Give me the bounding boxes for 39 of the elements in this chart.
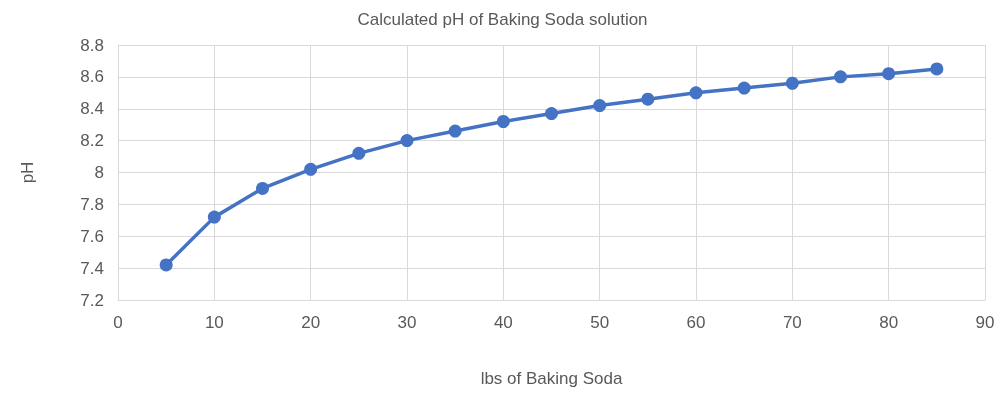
x-tick-label: 30 [397, 313, 417, 332]
point [689, 86, 703, 100]
y-tick-label: 8.4 [80, 99, 104, 119]
y-tick-label: 8.8 [80, 35, 104, 55]
y-tick-label: 8.6 [80, 67, 104, 87]
point [256, 181, 269, 195]
point [448, 124, 462, 138]
x-tick-label: 0 [113, 313, 123, 332]
point [400, 134, 414, 148]
point [737, 81, 751, 95]
point [352, 146, 366, 160]
point [593, 99, 607, 113]
x-axis-title: lbs of Baking Soda [480, 369, 623, 388]
point [930, 62, 944, 76]
y-tick-label: 7.4 [80, 258, 104, 278]
x-tick-label: 40 [493, 313, 513, 332]
y-tick-label: 7.8 [80, 194, 104, 214]
x-tick-label: 80 [879, 313, 899, 332]
y-tick-label: 8 [94, 163, 104, 182]
x-tick-label: 10 [204, 313, 224, 332]
x-tick-label: 20 [301, 313, 321, 332]
point [207, 210, 221, 224]
y-axis-title: pH [18, 161, 37, 184]
y-tick-label: 7.6 [80, 226, 104, 246]
x-tick-label: 70 [782, 313, 802, 332]
y-tick-label: 7.2 [80, 290, 104, 310]
point [785, 76, 799, 90]
point [545, 107, 558, 121]
x-tick-label: 50 [590, 313, 610, 332]
y-tick-label: 8.2 [80, 131, 104, 151]
chart-title: Calculated pH of Baking Soda solution [357, 10, 648, 29]
x-tick-label: 60 [686, 313, 706, 332]
point [496, 115, 510, 128]
x-tick-label: 90 [975, 313, 995, 332]
point [304, 162, 318, 176]
point [882, 67, 896, 81]
point [159, 258, 173, 272]
point [641, 92, 655, 106]
point [834, 70, 847, 84]
